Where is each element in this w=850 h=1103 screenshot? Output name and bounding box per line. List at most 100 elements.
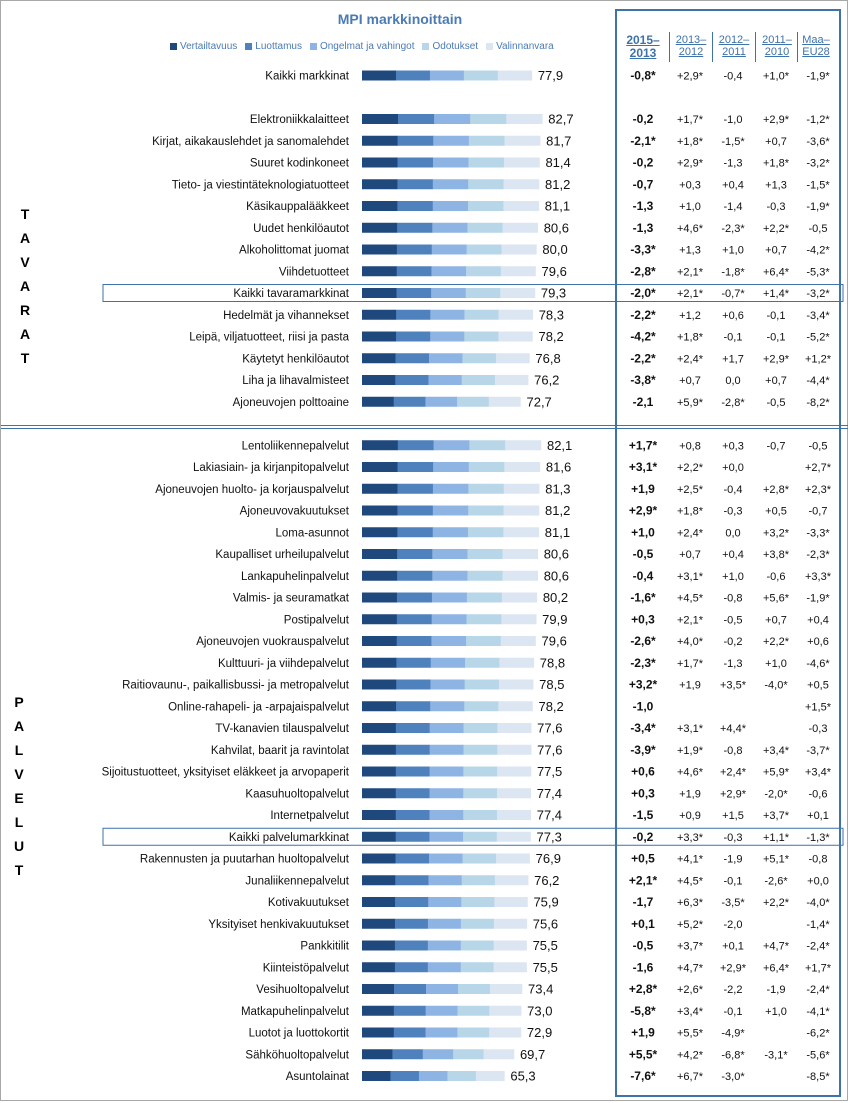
change-cell: +1,9* <box>677 745 704 757</box>
change-cell: +3,2* <box>763 527 790 539</box>
bar-segment <box>429 831 464 842</box>
change-cell: +0,7 <box>679 375 701 387</box>
row-value: 81,2 <box>545 503 570 518</box>
bar-segment <box>397 527 434 538</box>
row-value: 77,6 <box>537 742 562 757</box>
change-cell: -1,5 <box>633 808 654 822</box>
bar-segment <box>493 918 528 929</box>
change-cell: -1,6 <box>633 960 654 974</box>
change-cell: +3,1* <box>629 460 658 474</box>
row-value: 78,2 <box>538 699 563 714</box>
legend-item-vertailtavuus: Vertailtavuus <box>170 39 237 53</box>
bar-segment <box>396 244 433 255</box>
change-cell: +2,9* <box>720 962 747 974</box>
bar-segment <box>468 505 504 516</box>
side-label-letter: R <box>19 302 31 318</box>
change-cell: +2,7* <box>805 462 832 474</box>
change-cell: -0,8 <box>724 745 743 757</box>
bar-segment <box>468 201 504 211</box>
change-cell: -4,6* <box>806 658 830 670</box>
bar-segment <box>362 505 398 516</box>
change-cell: +6,4* <box>763 266 790 278</box>
change-cell: -1,3 <box>633 199 654 213</box>
bar-segment <box>397 201 434 211</box>
row-label: Online-rahapeli- ja -arpajaispalvelut <box>168 701 350 713</box>
change-cell: +0,1 <box>631 917 655 931</box>
change-cell: +3,8* <box>763 549 790 561</box>
bar-segment <box>395 375 429 385</box>
bar-segment <box>496 810 532 820</box>
side-label-letter: T <box>20 350 30 366</box>
bar-segment <box>463 766 498 777</box>
change-cell: -1,5* <box>806 179 830 191</box>
bar-segment <box>461 375 496 385</box>
change-cell: +1,2 <box>679 310 701 322</box>
change-cell: +3,1* <box>677 723 704 735</box>
change-cell: -1,9 <box>767 984 786 996</box>
change-cell: +2,2* <box>763 897 790 909</box>
bar-segment <box>362 353 396 364</box>
bar-segment <box>396 679 431 690</box>
column-divider <box>712 32 713 62</box>
change-cell: -4,0* <box>806 897 830 909</box>
row-label: Kaikki palvelumarkkinat <box>229 832 350 844</box>
change-cell: +6,7* <box>677 1071 704 1083</box>
bar-segment <box>453 1049 484 1060</box>
bar-segment <box>466 244 502 255</box>
bar-segment <box>362 570 398 581</box>
bar-segment <box>433 135 470 146</box>
bar-segment <box>362 288 397 298</box>
bar-segment <box>393 396 426 407</box>
legend-label: Ongelmat ja vahingot <box>319 40 415 52</box>
bar-segment <box>362 679 397 690</box>
bar-segment <box>362 831 397 842</box>
change-cell: +5,5* <box>677 1028 704 1040</box>
column-header-2011-2010: 2011–2010 <box>762 34 792 58</box>
bar-segment <box>430 657 466 668</box>
bar-segment <box>468 179 504 190</box>
row-value: 80,2 <box>543 590 568 605</box>
change-cell: +1,0 <box>631 525 655 539</box>
change-cell: +2,9* <box>629 504 658 518</box>
change-cell: +6,4* <box>763 962 790 974</box>
total-row-box <box>102 827 844 846</box>
change-cell: +0,3 <box>679 179 701 191</box>
change-cell: -1,2* <box>806 114 830 126</box>
change-cell: +5,6* <box>763 593 790 605</box>
side-label-letter: P <box>14 694 24 710</box>
bar-segment <box>429 810 464 820</box>
row-value: 81,3 <box>545 481 570 496</box>
row-label: Rakennusten ja puutarhan huoltopalvelut <box>140 854 350 866</box>
bar-segment <box>504 462 541 472</box>
row-label: Liha ja lihavalmisteet <box>242 375 350 387</box>
change-cell: +0,9 <box>679 810 701 822</box>
change-cell: -1,0 <box>633 699 654 713</box>
change-cell: +2,2* <box>763 636 790 648</box>
change-cell: +2,4* <box>677 527 704 539</box>
change-cell: +2,2* <box>677 462 704 474</box>
legend-swatch <box>309 42 317 50</box>
change-cell: -2,2* <box>630 351 656 365</box>
bar-segment <box>394 918 429 929</box>
change-cell: +1,5 <box>722 810 744 822</box>
change-cell: -2,8* <box>721 397 745 409</box>
bar-segment <box>427 940 462 951</box>
row-value: 81,7 <box>546 133 571 148</box>
legend-item-ongelmat: Ongelmat ja vahingot <box>309 39 415 53</box>
bar-segment <box>502 570 539 581</box>
row-value: 80,6 <box>544 547 569 562</box>
change-cell: +0,1 <box>722 941 744 953</box>
bar-segment <box>463 723 498 733</box>
bar-segment <box>430 309 465 320</box>
bar-segment <box>432 549 468 559</box>
row-label: Internetpalvelut <box>270 810 349 822</box>
legend-label: Odotukset <box>432 40 479 52</box>
bar-segment <box>395 875 429 886</box>
row-label: Valmis- ja seuramatkat <box>233 593 350 605</box>
change-cell: +4,2* <box>677 1049 704 1061</box>
change-cell: +2,8* <box>629 982 658 996</box>
change-cell: -0,4 <box>724 484 743 496</box>
row-value: 73,0 <box>527 1003 552 1018</box>
bar-segment <box>463 744 498 755</box>
